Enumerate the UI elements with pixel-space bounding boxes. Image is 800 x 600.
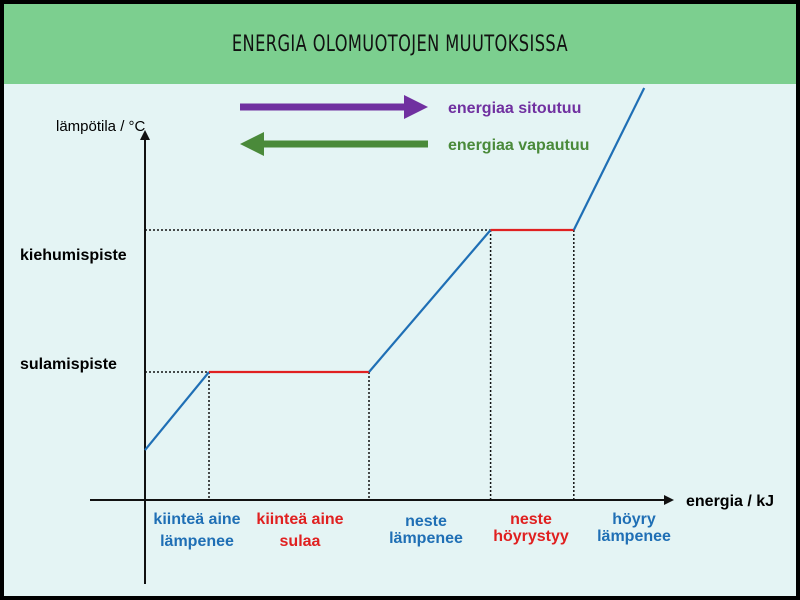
heating-segment — [144, 371, 210, 451]
legend-absorb-label: energiaa sitoutuu — [448, 100, 581, 117]
phase-label: kiinteä aine — [153, 511, 240, 528]
legend-release: energiaa vapautuu — [240, 132, 589, 156]
phase-label: lämpenee — [160, 533, 234, 550]
phase-change-chart: energiaa sitoutuu energiaa vapautuu lämp… — [20, 87, 774, 584]
x-axis-label: energia / kJ — [686, 493, 774, 510]
y-axis-label: lämpötila / °C — [56, 118, 146, 135]
phase-label: neste — [405, 513, 447, 530]
phase-label: kiinteä aine — [256, 511, 343, 528]
phase-label: sulaa — [280, 533, 321, 550]
legend-absorb: energiaa sitoutuu — [240, 95, 581, 119]
guide-lines — [145, 229, 575, 500]
chart-title: ENERGIA OLOMUOTOJEN MUUTOKSISSA — [231, 31, 569, 57]
y-tick-boiling-point: kiehumispiste — [20, 247, 127, 264]
y-tick-melting-point: sulamispiste — [20, 356, 117, 373]
phase-label: höyrystyy — [493, 528, 569, 545]
header-bar: ENERGIA OLOMUOTOJEN MUUTOKSISSA — [4, 4, 796, 84]
heating-segment — [572, 87, 646, 231]
release-arrowhead-icon — [240, 132, 264, 156]
legend-release-label: energiaa vapautuu — [448, 137, 589, 154]
heating-curve — [144, 87, 646, 451]
phase-label: lämpenee — [389, 530, 463, 547]
phase-labels: kiinteä aine lämpenee kiinteä aine sulaa nes… — [153, 511, 671, 550]
phase-label: lämpenee — [597, 528, 671, 545]
phase-label: höyry — [612, 511, 656, 528]
phase-label: neste — [510, 511, 552, 528]
absorb-arrowhead-icon — [404, 95, 428, 119]
chart-frame: ENERGIA OLOMUOTOJEN MUUTOKSISSA energiaa… — [4, 4, 796, 596]
heating-segment — [368, 229, 492, 373]
